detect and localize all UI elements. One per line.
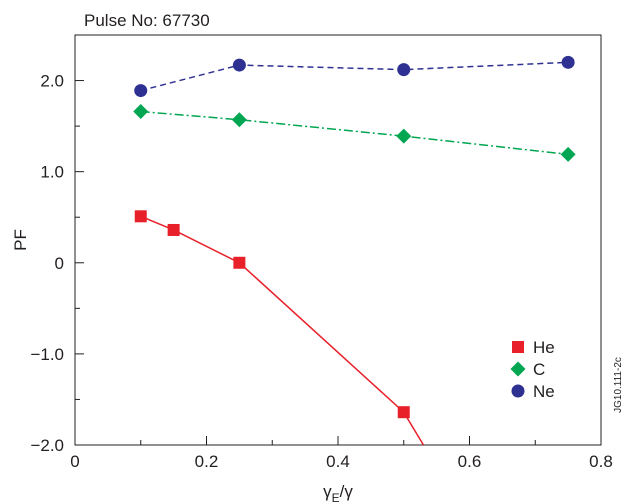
data-point <box>134 84 148 98</box>
x-tick-label: 0.6 <box>458 452 482 471</box>
x-tick-label: 0 <box>70 452 79 471</box>
x-axis-label: γE/γ <box>323 482 353 504</box>
legend-label: He <box>533 338 555 357</box>
series-c <box>133 104 576 162</box>
x-tick-label: 0.8 <box>589 452 613 471</box>
legend: He C Ne <box>510 338 555 401</box>
data-point <box>397 406 410 419</box>
data-point <box>232 58 246 72</box>
figure-id-label: JG10.111-2c <box>613 357 624 413</box>
legend-marker <box>512 341 524 353</box>
y-tick-label: 1.0 <box>40 163 64 182</box>
data-point <box>561 55 575 69</box>
legend-marker <box>511 384 525 398</box>
data-point <box>134 210 147 223</box>
series-ne <box>134 55 575 98</box>
y-axis-label: PF <box>11 229 30 251</box>
y-tick-label: −2.0 <box>30 436 64 455</box>
plot-frame <box>74 34 602 446</box>
legend-label: C <box>533 360 545 379</box>
data-point <box>133 104 149 120</box>
y-tick-label: 2.0 <box>40 72 64 91</box>
y-tick-label: −1.0 <box>30 345 64 364</box>
series-line <box>140 215 425 446</box>
data-point <box>231 112 247 128</box>
series-line <box>140 110 569 156</box>
legend-marker <box>510 361 526 377</box>
x-axis: 0 0.2 0.4 0.6 0.8 <box>70 436 613 471</box>
series-he <box>134 210 425 446</box>
data-point <box>397 63 411 77</box>
data-point <box>233 256 246 269</box>
series-layer <box>133 55 576 446</box>
y-axis: −2.0 −1.0 0 1.0 2.0 <box>30 34 84 455</box>
x-tick-label: 0.2 <box>195 452 219 471</box>
y-tick-label: 0 <box>55 254 64 273</box>
chart-title: Pulse No: 67730 <box>84 11 210 30</box>
data-point <box>396 128 412 144</box>
data-point <box>560 146 576 162</box>
legend-label: Ne <box>533 382 555 401</box>
series-line <box>140 61 569 92</box>
data-point <box>167 223 180 236</box>
x-tick-label: 0.4 <box>326 452 350 471</box>
